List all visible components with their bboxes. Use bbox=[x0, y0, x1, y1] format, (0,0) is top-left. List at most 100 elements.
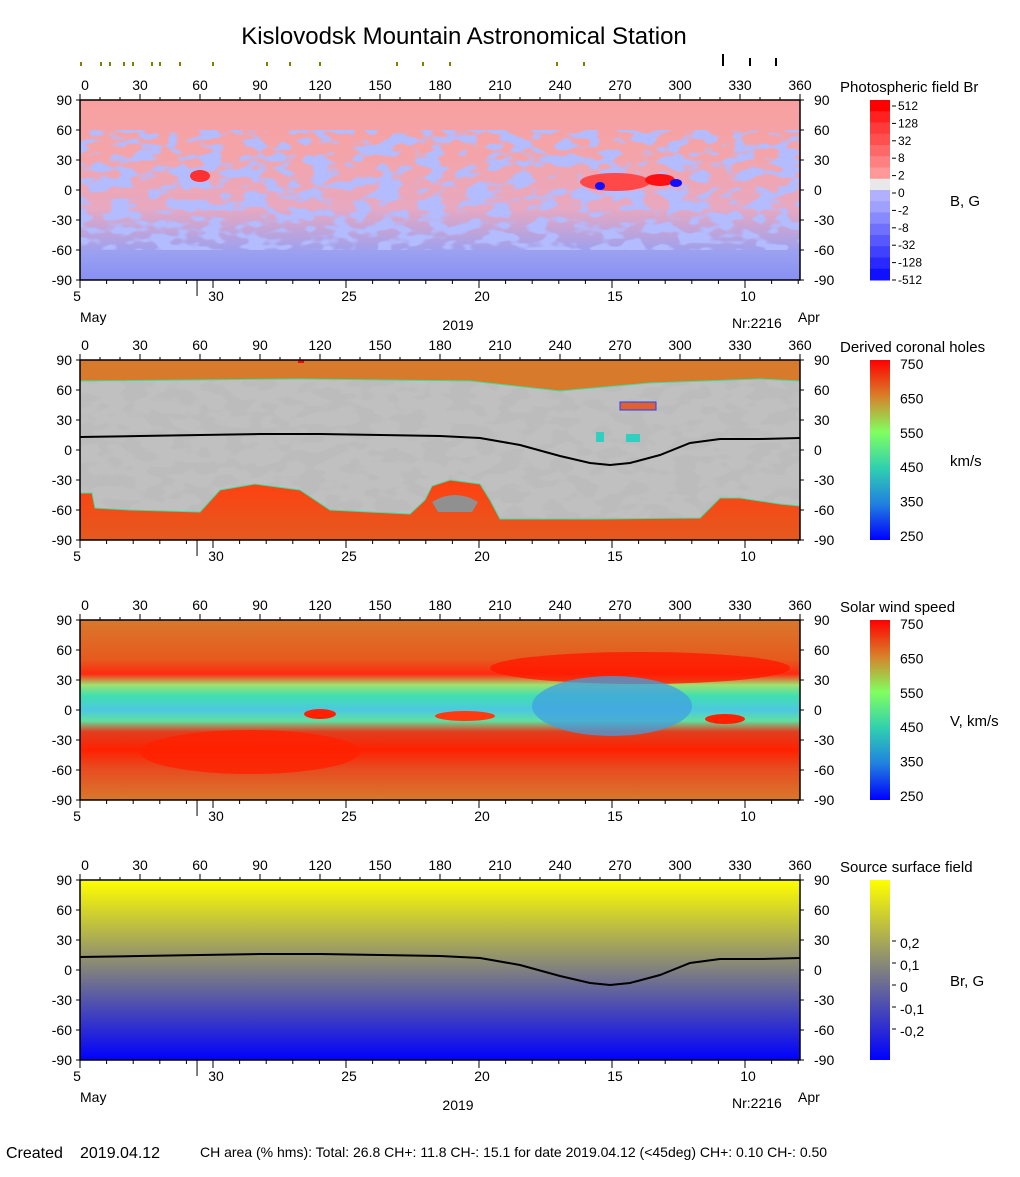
date-tick-label: 30 bbox=[208, 548, 224, 564]
lon-tick-label: 30 bbox=[132, 857, 148, 873]
colorbar-step bbox=[870, 167, 890, 180]
top-markers bbox=[80, 54, 777, 66]
colorbar-label: 650 bbox=[900, 650, 924, 666]
lat-tick-label-right: -60 bbox=[814, 242, 834, 258]
colorbar-title: Derived coronal holes bbox=[840, 339, 985, 356]
active-region bbox=[645, 174, 675, 186]
lat-tick-label-right: -90 bbox=[814, 792, 834, 808]
colorbar-step bbox=[870, 223, 890, 236]
active-region bbox=[580, 173, 650, 191]
lat-tick-label-right: -60 bbox=[814, 762, 834, 778]
colorbar-label: 2 bbox=[898, 169, 905, 183]
colorbar-label: 128 bbox=[898, 116, 918, 130]
lon-tick-label: 0 bbox=[81, 77, 89, 93]
lat-tick-label-right: 30 bbox=[814, 932, 830, 948]
lat-tick-label-right: 0 bbox=[814, 442, 822, 458]
panel-source-surface-field bbox=[79, 880, 801, 1060]
colorbar-label: 0 bbox=[900, 979, 908, 995]
lon-tick-label: 30 bbox=[132, 77, 148, 93]
colorbar-step bbox=[870, 235, 890, 247]
colorbar-title: Source surface field bbox=[840, 859, 973, 876]
lon-tick-label: 60 bbox=[192, 857, 208, 873]
colorbar-label: 0,2 bbox=[900, 935, 920, 951]
lon-tick-label: 300 bbox=[668, 857, 692, 873]
colorbar-label: -8 bbox=[898, 221, 909, 235]
lat-tick-label-right: -30 bbox=[814, 472, 834, 488]
lat-tick-label-right: 0 bbox=[814, 962, 822, 978]
colorbar-step bbox=[870, 133, 890, 146]
rotation-number: Nr:2216 bbox=[732, 315, 782, 331]
colorbar-step bbox=[870, 156, 890, 168]
colorbar-label: 650 bbox=[900, 390, 924, 406]
colorbar-unit: km/s bbox=[950, 453, 982, 470]
coronal-hole-bump-gray bbox=[432, 495, 478, 512]
lon-tick-label: 0 bbox=[81, 597, 89, 613]
lon-tick-label: 120 bbox=[308, 597, 332, 613]
colorbar-label: -128 bbox=[898, 256, 922, 270]
lon-tick-label: 60 bbox=[192, 337, 208, 353]
lat-tick-label-right: 90 bbox=[814, 872, 830, 888]
lat-tick-label-left: -60 bbox=[52, 502, 72, 518]
colorbar-gradient bbox=[870, 360, 890, 540]
lat-tick-label-left: -30 bbox=[52, 472, 72, 488]
date-tick-label: 5 bbox=[73, 548, 81, 564]
lat-tick-label-right: 0 bbox=[814, 702, 822, 718]
date-tick-label: 15 bbox=[607, 548, 623, 564]
colorbar-step bbox=[870, 178, 890, 191]
colorbar-label: -2 bbox=[898, 203, 909, 217]
lon-tick-label: 300 bbox=[668, 597, 692, 613]
lat-tick-label-left: 90 bbox=[56, 612, 72, 628]
lon-tick-label: 0 bbox=[81, 857, 89, 873]
lat-tick-label-right: -90 bbox=[814, 1052, 834, 1068]
lon-tick-label: 330 bbox=[728, 337, 752, 353]
colorbar-unit: B, G bbox=[950, 193, 980, 210]
colorbar-label: -0,1 bbox=[900, 1001, 924, 1017]
active-region bbox=[190, 170, 210, 182]
date-tick-label: 10 bbox=[740, 1068, 756, 1084]
lat-tick-label-left: 30 bbox=[56, 672, 72, 688]
lat-tick-label-right: -30 bbox=[814, 212, 834, 228]
fast-wind-region bbox=[140, 730, 360, 774]
lon-tick-label: 240 bbox=[548, 857, 572, 873]
lat-tick-label-left: 60 bbox=[56, 902, 72, 918]
coronal-hole-area-stats: CH area (% hms): Total: 26.8 CH+: 11.8 C… bbox=[200, 1144, 827, 1160]
lon-tick-label: 120 bbox=[308, 77, 332, 93]
lon-tick-label: 360 bbox=[788, 77, 812, 93]
month-label-left: May bbox=[80, 309, 106, 325]
colorbar-step bbox=[870, 257, 890, 270]
neutral-line-coronal bbox=[79, 433, 801, 467]
lon-tick-label: 30 bbox=[132, 597, 148, 613]
lat-tick-label-left: 0 bbox=[64, 962, 72, 978]
lat-tick-label-right: -90 bbox=[814, 532, 834, 548]
date-tick-label: 25 bbox=[341, 1068, 357, 1084]
lon-tick-label: 180 bbox=[428, 597, 452, 613]
colorbar-title: Photospheric field Br bbox=[840, 79, 978, 96]
month-label-left: May bbox=[80, 1089, 106, 1105]
colorbar-step bbox=[870, 246, 890, 258]
lat-tick-label-left: 30 bbox=[56, 152, 72, 168]
lon-tick-label: 150 bbox=[368, 77, 392, 93]
colorbar-label: 512 bbox=[898, 99, 918, 113]
lat-tick-label-right: -60 bbox=[814, 502, 834, 518]
source-surface-map bbox=[80, 880, 800, 1060]
lon-tick-label: 330 bbox=[728, 597, 752, 613]
colorbar-step bbox=[870, 100, 890, 112]
colorbar-step bbox=[870, 190, 890, 202]
lat-tick-label-left: -30 bbox=[52, 992, 72, 1008]
active-region-negative bbox=[670, 179, 682, 187]
small-coronal-hole bbox=[619, 401, 657, 411]
date-tick-label: 25 bbox=[341, 548, 357, 564]
colorbar-label: -512 bbox=[898, 273, 922, 287]
lon-tick-label: 90 bbox=[252, 597, 268, 613]
colorbar-label: 450 bbox=[900, 719, 924, 735]
lon-tick-label: 240 bbox=[548, 597, 572, 613]
lon-tick-label: 90 bbox=[252, 77, 268, 93]
lon-tick-label: 300 bbox=[668, 337, 692, 353]
colorbar-label: 350 bbox=[900, 754, 924, 770]
lon-tick-label: 300 bbox=[668, 77, 692, 93]
lon-tick-label: 150 bbox=[368, 597, 392, 613]
created-date: 2019.04.12 bbox=[80, 1145, 160, 1162]
